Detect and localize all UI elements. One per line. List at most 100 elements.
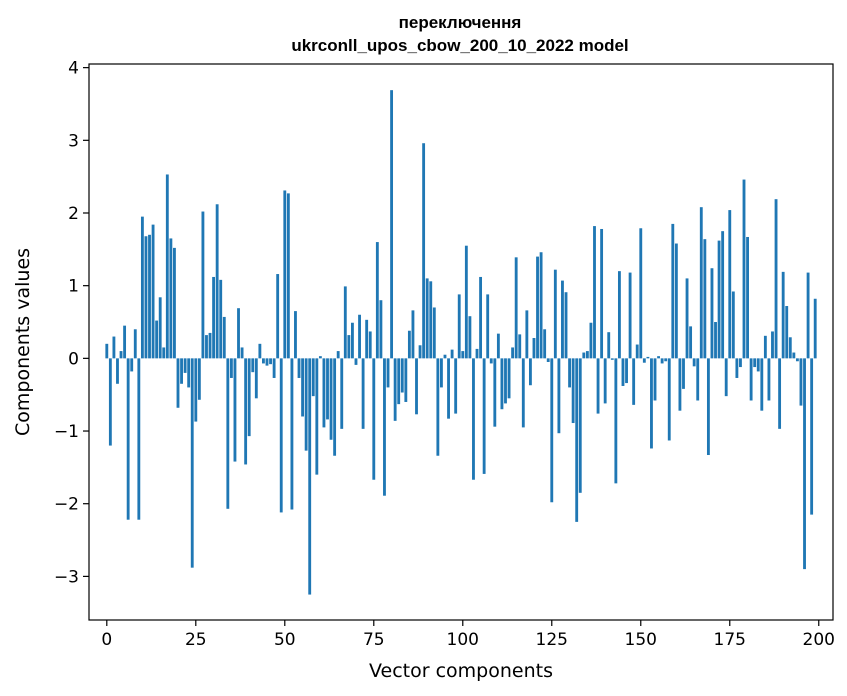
bar-127 — [557, 358, 561, 434]
bar-161 — [678, 358, 682, 411]
bar-166 — [696, 358, 700, 401]
bar-137 — [593, 226, 596, 359]
bar-80 — [390, 90, 394, 359]
bar-23 — [187, 358, 191, 388]
chart-title-line1: переключення — [399, 13, 522, 32]
bar-9 — [137, 358, 141, 520]
bar-65 — [336, 351, 340, 359]
bar-184 — [760, 358, 764, 411]
bar-143 — [614, 358, 618, 484]
bar-61 — [322, 358, 326, 428]
bar-188 — [774, 199, 778, 359]
bar-185 — [763, 335, 767, 359]
bar-122 — [539, 252, 543, 359]
bar-66 — [340, 358, 344, 429]
bar-117 — [521, 358, 525, 428]
bar-191 — [785, 306, 789, 359]
bar-190 — [781, 271, 785, 359]
bar-29 — [208, 332, 212, 359]
bar-100 — [461, 351, 465, 359]
y-tick-label: 2 — [68, 204, 79, 224]
bar-22 — [183, 358, 187, 373]
bar-148 — [632, 358, 636, 405]
bar-193 — [792, 352, 796, 359]
bar-176 — [731, 291, 735, 359]
bar-120 — [532, 338, 536, 359]
bar-87 — [415, 358, 418, 415]
chart-title-line2: ukrconll_upos_cbow_200_10_2022 model — [291, 36, 628, 55]
bar-179 — [742, 179, 746, 359]
bar-16 — [162, 347, 166, 359]
bar-106 — [482, 358, 486, 474]
plot-frame — [88, 63, 834, 621]
bar-109 — [493, 358, 497, 427]
bar-1 — [108, 358, 112, 446]
bar-12 — [148, 234, 151, 359]
bar-33 — [222, 316, 226, 359]
bar-2 — [112, 336, 116, 359]
bar-27 — [201, 211, 205, 359]
y-tick-label: −1 — [54, 422, 79, 442]
bar-168 — [703, 239, 707, 359]
bar-112 — [504, 358, 507, 404]
bar-91 — [429, 281, 433, 359]
bar-119 — [528, 358, 532, 386]
bar-116 — [518, 334, 522, 359]
bar-7 — [130, 358, 134, 372]
bar-75 — [372, 358, 376, 480]
bar-13 — [151, 224, 155, 359]
bar-39 — [244, 358, 248, 465]
bar-15 — [158, 297, 162, 359]
bar-44 — [262, 358, 265, 364]
bar-31 — [215, 204, 219, 359]
bar-139 — [600, 228, 604, 359]
bar-20 — [176, 358, 180, 408]
bar-138 — [596, 358, 600, 414]
bar-186 — [767, 358, 771, 401]
bar-164 — [689, 326, 693, 359]
bar-162 — [682, 358, 685, 389]
bar-52 — [290, 358, 294, 510]
bar-45 — [265, 358, 269, 366]
bar-94 — [440, 358, 443, 388]
bar-167 — [699, 207, 703, 359]
bar-135 — [585, 351, 589, 359]
bars-group — [105, 90, 817, 595]
bar-199 — [813, 298, 817, 359]
bar-59 — [315, 358, 319, 475]
bar-47 — [272, 358, 276, 378]
bar-174 — [724, 358, 728, 397]
bar-157 — [664, 358, 668, 362]
bar-124 — [546, 358, 550, 362]
x-tick-label: 50 — [274, 630, 296, 650]
x-tick-label: 200 — [803, 630, 835, 650]
bar-150 — [639, 228, 643, 359]
bar-153 — [650, 358, 653, 449]
bar-55 — [301, 358, 305, 417]
bar-77 — [379, 300, 383, 359]
bar-51 — [286, 193, 290, 359]
bar-118 — [525, 310, 529, 359]
bar-36 — [233, 358, 237, 462]
bar-123 — [543, 329, 547, 359]
bar-46 — [269, 358, 272, 365]
bar-97 — [450, 349, 454, 359]
bar-19 — [173, 247, 176, 359]
bar-18 — [169, 238, 173, 359]
bar-8 — [133, 329, 137, 359]
bar-155 — [657, 356, 660, 359]
bar-10 — [140, 216, 144, 359]
bar-6 — [126, 358, 130, 520]
bar-4 — [119, 351, 123, 359]
bar-189 — [778, 358, 782, 429]
bar-145 — [621, 358, 625, 386]
bar-92 — [432, 307, 436, 359]
bar-88 — [418, 345, 422, 359]
bar-69 — [351, 322, 354, 359]
bar-107 — [486, 294, 490, 359]
bar-128 — [561, 280, 564, 359]
bar-24 — [190, 358, 194, 568]
bar-121 — [536, 256, 539, 359]
bar-181 — [749, 358, 753, 401]
